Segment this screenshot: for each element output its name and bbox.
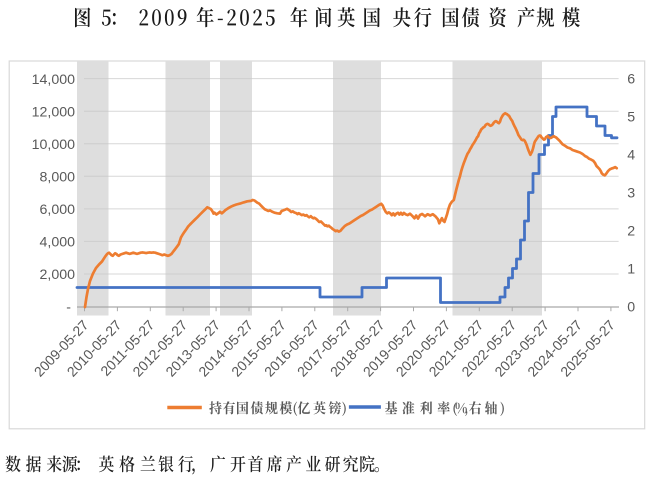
svg-text:0: 0	[627, 300, 635, 316]
svg-text:1: 1	[627, 262, 635, 278]
svg-text:4,000: 4,000	[39, 235, 75, 251]
svg-text:2: 2	[627, 224, 635, 240]
svg-text:-: -	[66, 300, 71, 316]
svg-text:6,000: 6,000	[39, 202, 75, 218]
svg-text:3: 3	[627, 186, 635, 202]
svg-text:5: 5	[627, 110, 635, 126]
svg-text:8,000: 8,000	[39, 170, 75, 186]
svg-text:14,000: 14,000	[32, 72, 76, 88]
svg-text:10,000: 10,000	[32, 137, 76, 153]
svg-text:6: 6	[627, 72, 635, 88]
svg-text:12,000: 12,000	[32, 104, 76, 120]
svg-text:2,000: 2,000	[39, 267, 75, 283]
svg-text:4: 4	[627, 148, 635, 164]
